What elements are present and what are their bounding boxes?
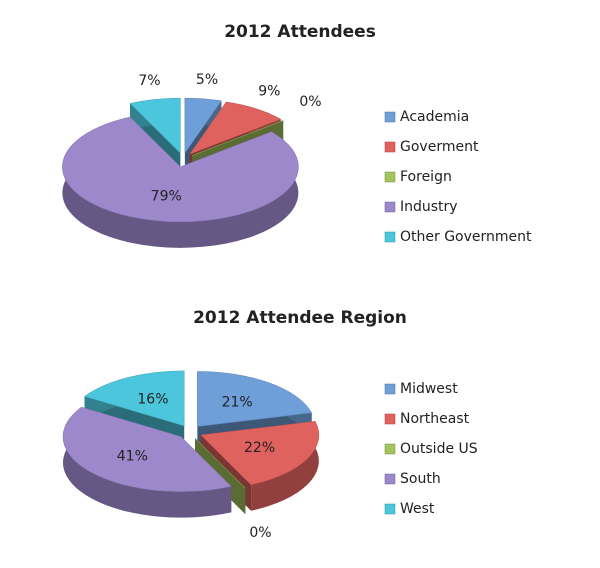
legend-label: Industry [400,199,458,215]
pie-slice [84,370,185,427]
pie-slice [129,97,181,154]
legend-swatch [384,443,396,455]
data-label: 5% [196,72,218,88]
data-label: 16% [137,391,168,407]
legend-swatch [384,111,396,123]
pie-slice [197,371,313,427]
legend-swatch [384,231,396,243]
legend-label: Midwest [400,381,458,397]
pie-slice [62,116,299,223]
pie-tops [62,97,299,223]
legend-label: Northeast [400,411,470,427]
legend-label: South [400,471,441,487]
legend-swatch [384,473,396,485]
pie-slice [62,406,232,492]
legend-label: West [400,501,435,517]
legend-label: Foreign [400,169,452,185]
data-label: 21% [222,395,253,411]
pie-slice [184,97,222,154]
pie-slice [200,421,320,486]
slice-side [251,421,319,511]
data-label: 0% [299,94,321,110]
data-label: 0% [249,525,271,541]
legend-swatch [384,171,396,183]
slice-side [62,407,232,518]
data-label: 7% [138,73,160,89]
data-label: 22% [244,440,275,456]
legend-swatch [384,413,396,425]
legend-swatch [384,141,396,153]
data-label: 41% [117,449,148,465]
slice-side [62,117,299,248]
legend-label: Goverment [400,139,479,155]
data-label: 79% [151,188,182,204]
pie-slice [194,438,246,489]
data-label: 9% [258,84,280,100]
legend-label: Other Government [400,229,532,245]
legend-label: Academia [400,109,469,125]
chart-title: 2012 Attendees [224,22,376,42]
chart-title: 2012 Attendee Region [193,308,407,328]
legend-label: Outside US [400,441,478,457]
legend-swatch [384,503,396,515]
pie-slice [189,101,282,155]
legend-swatch [384,383,396,395]
pie-tops [62,370,320,492]
legend-swatch [384,201,396,213]
